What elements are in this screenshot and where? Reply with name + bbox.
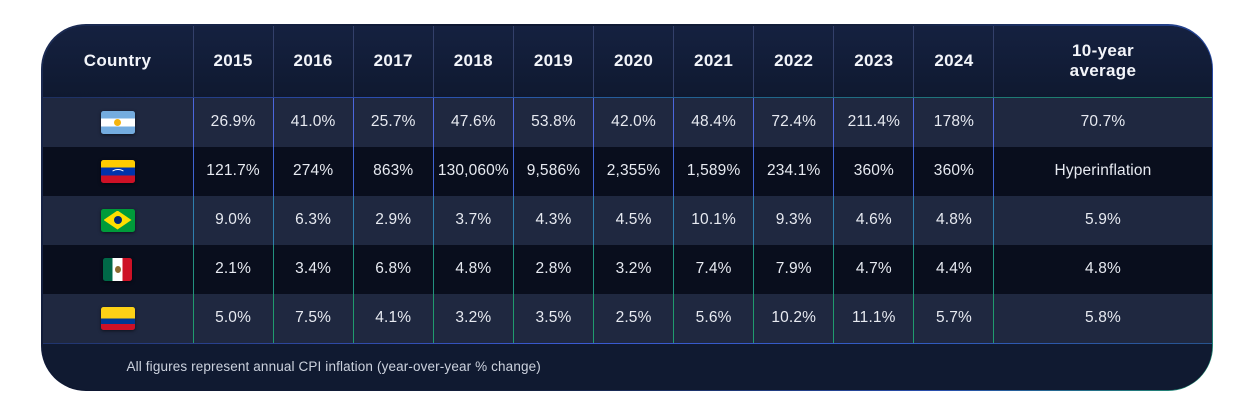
value-cell-argentina-2016: 41.0%	[272, 97, 353, 147]
column-header-2021: 2021	[673, 25, 753, 97]
value-cell-mexico-2018: 4.8%	[432, 244, 513, 294]
value-cell-brazil-2021: 10.1%	[673, 195, 753, 245]
table-body: 26.9% 41.0% 25.7% 47.6% 53.8% 42.0% 48.4% 72.4%…	[42, 97, 1212, 343]
column-header-2024: 2024	[913, 25, 993, 97]
table-row-brazil: 9.0% 6.3% 2.9% 3.7% 4.3% 4.5% 10.1% 9.3% 4.6% 4.8…	[42, 195, 1212, 245]
column-header-2018: 2018	[432, 25, 513, 97]
value-cell-venezuela-2018: 130,060%	[432, 146, 513, 196]
value-cell-argentina-2018: 47.6%	[432, 97, 513, 147]
column-header-2015: 2015	[192, 25, 273, 97]
value-cell-argentina-2015: 26.9%	[192, 97, 273, 147]
country-cell-argentina	[43, 98, 193, 147]
value-cell-argentina-2017: 25.7%	[352, 97, 433, 147]
value-cell-venezuela-2021: 1,589%	[673, 146, 753, 196]
value-cell-argentina-2023: 211.4%	[833, 97, 913, 147]
value-cell-brazil-2022: 9.3%	[753, 195, 833, 245]
value-cell-argentina-2019: 53.8%	[512, 97, 593, 147]
value-cell-mexico-2016: 3.4%	[272, 244, 353, 294]
value-cell-mexico-2020: 3.2%	[592, 244, 673, 294]
value-cell-colombia-2018: 3.2%	[432, 293, 513, 343]
mexico-flag-icon	[103, 257, 132, 281]
value-cell-colombia-2022: 10.2%	[753, 293, 833, 343]
value-cell-mexico-2023: 4.7%	[833, 244, 913, 294]
value-cell-venezuela-2024: 360%	[913, 146, 993, 196]
column-header-2019: 2019	[512, 25, 593, 97]
country-cell-mexico	[43, 245, 193, 294]
average-cell-brazil: 5.9%	[993, 195, 1211, 245]
brazil-flag-icon	[100, 208, 135, 232]
value-cell-argentina-2022: 72.4%	[753, 97, 833, 147]
column-header-2023: 2023	[833, 25, 913, 97]
value-cell-venezuela-2023: 360%	[833, 146, 913, 196]
value-cell-colombia-2024: 5.7%	[913, 293, 993, 343]
column-header-2016: 2016	[272, 25, 353, 97]
column-header-country: Country	[83, 51, 152, 70]
table-footnote: All figures represent annual CPI inflati…	[42, 343, 1212, 390]
inflation-table-card: Country 2015 2016 2017 2018 2019 2020 20…	[41, 24, 1213, 391]
value-cell-mexico-2015: 2.1%	[192, 244, 273, 294]
value-cell-venezuela-2017: 863%	[352, 146, 433, 196]
value-cell-brazil-2020: 4.5%	[592, 195, 673, 245]
value-cell-mexico-2019: 2.8%	[512, 244, 593, 294]
average-cell-argentina: 70.7%	[993, 97, 1211, 147]
value-cell-venezuela-2015: 121.7%	[192, 146, 273, 196]
venezuela-flag-icon	[100, 159, 135, 183]
value-cell-mexico-2017: 6.8%	[352, 244, 433, 294]
table-row-mexico: 2.1% 3.4% 6.8% 4.8% 2.8% 3.2% 7.4% 7.9% 4.7% 4.4%…	[42, 244, 1212, 294]
header-divider-line	[42, 96, 1212, 98]
value-cell-mexico-2022: 7.9%	[753, 244, 833, 294]
value-cell-venezuela-2019: 9,586%	[512, 146, 593, 196]
value-cell-brazil-2024: 4.8%	[913, 195, 993, 245]
value-cell-brazil-2018: 3.7%	[432, 195, 513, 245]
value-cell-colombia-2021: 5.6%	[673, 293, 753, 343]
average-cell-colombia: 5.8%	[993, 293, 1211, 343]
value-cell-mexico-2021: 7.4%	[673, 244, 753, 294]
value-cell-brazil-2023: 4.6%	[833, 195, 913, 245]
value-cell-argentina-2024: 178%	[913, 97, 993, 147]
average-cell-venezuela: Hyperinflation	[993, 146, 1211, 196]
value-cell-brazil-2017: 2.9%	[352, 195, 433, 245]
value-cell-venezuela-2020: 2,355%	[592, 146, 673, 196]
column-header-2022: 2022	[753, 25, 833, 97]
country-cell-venezuela	[43, 147, 193, 196]
country-cell-colombia	[43, 294, 193, 343]
footer-divider-line	[42, 342, 1212, 344]
argentina-flag-icon	[100, 110, 135, 134]
table-row-venezuela: 121.7% 274% 863% 130,060% 9,586% 2,355% 1,589%…	[42, 146, 1212, 196]
value-cell-argentina-2020: 42.0%	[592, 97, 673, 147]
country-cell-brazil	[43, 196, 193, 245]
table-row-colombia: 5.0% 7.5% 4.1% 3.2% 3.5% 2.5% 5.6% 10.2% 11.1% 5.…	[42, 293, 1212, 343]
average-cell-mexico: 4.8%	[993, 244, 1211, 294]
value-cell-colombia-2017: 4.1%	[352, 293, 433, 343]
value-cell-argentina-2021: 48.4%	[673, 97, 753, 147]
value-cell-colombia-2015: 5.0%	[192, 293, 273, 343]
inflation-table: Country 2015 2016 2017 2018 2019 2020 20…	[42, 25, 1212, 390]
value-cell-mexico-2024: 4.4%	[913, 244, 993, 294]
value-cell-venezuela-2016: 274%	[272, 146, 353, 196]
value-cell-colombia-2023: 11.1%	[833, 293, 913, 343]
table-row-argentina: 26.9% 41.0% 25.7% 47.6% 53.8% 42.0% 48.4% 72.4%…	[42, 97, 1212, 147]
column-header-10-year-average: 10-year average	[993, 25, 1211, 97]
column-header-2020: 2020	[592, 25, 673, 97]
column-header-2017: 2017	[352, 25, 433, 97]
value-cell-brazil-2016: 6.3%	[272, 195, 353, 245]
value-cell-brazil-2015: 9.0%	[192, 195, 273, 245]
value-cell-venezuela-2022: 234.1%	[753, 146, 833, 196]
table-header-row: Country 2015 2016 2017 2018 2019 2020 20…	[42, 25, 1212, 97]
value-cell-brazil-2019: 4.3%	[512, 195, 593, 245]
value-cell-colombia-2016: 7.5%	[272, 293, 353, 343]
colombia-flag-icon	[100, 306, 135, 330]
value-cell-colombia-2020: 2.5%	[592, 293, 673, 343]
value-cell-colombia-2019: 3.5%	[512, 293, 593, 343]
